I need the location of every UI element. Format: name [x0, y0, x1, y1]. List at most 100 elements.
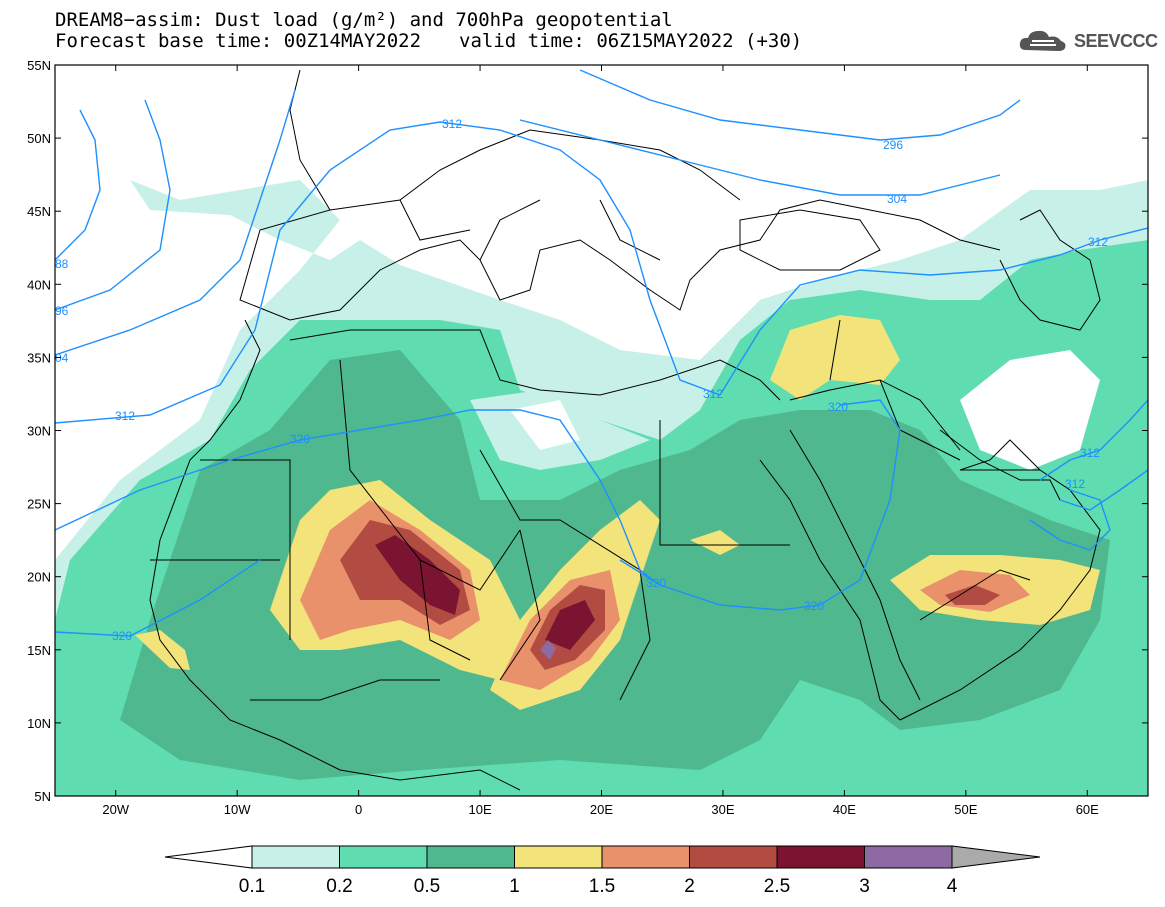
contour-label: 88 — [55, 257, 69, 271]
contour-label: 304 — [887, 192, 907, 206]
lat-label: 5N — [34, 789, 51, 804]
dust-layer-1-egypt — [690, 530, 740, 555]
contour-320-south — [55, 399, 901, 637]
contour-label: 04 — [55, 351, 69, 365]
borders-europe — [329, 129, 741, 261]
contour-label: 312 — [703, 387, 723, 401]
contour-296 — [579, 69, 1021, 141]
contour-label: 312 — [115, 409, 135, 423]
contour-label: 320 — [646, 576, 666, 590]
contour-304 — [519, 119, 1001, 196]
lon-label: 60E — [1076, 802, 1099, 817]
contour-312-east — [719, 227, 1148, 396]
contour-label: 96 — [55, 304, 69, 318]
colorbar-level-label: 0.5 — [414, 876, 440, 897]
dust-layer-2.5-west — [375, 535, 460, 615]
lon-label: 20E — [590, 802, 613, 817]
arabia-coast — [899, 439, 1101, 721]
lat-label: 25N — [27, 497, 51, 512]
lat-label: 15N — [27, 643, 51, 658]
axis-ticks — [55, 64, 1148, 797]
contour-label: 312 — [1080, 446, 1100, 460]
latitude-labels: 5N 10N 15N 20N 25N 30N 35N 40N 45N 50N 55N — [27, 58, 51, 804]
contour-312-west — [55, 329, 256, 424]
colorbar-level-label: 1 — [509, 876, 520, 897]
contour-296-west — [55, 99, 171, 311]
persian-gulf — [939, 429, 1061, 501]
colorbar-segment — [514, 845, 603, 869]
colorbar-level-label: 2.5 — [764, 876, 790, 897]
contour-320-mid — [470, 409, 661, 586]
caspian — [999, 209, 1101, 331]
colorbar — [164, 845, 1041, 869]
dust-layer-2-arabia — [945, 585, 1000, 605]
dust-layer-2.5-chad — [545, 600, 595, 650]
lat-label: 10N — [27, 716, 51, 731]
colorbar-segment — [864, 845, 953, 869]
lon-label: 20W — [102, 802, 129, 817]
colorbar-segment — [251, 845, 340, 869]
contour-312-north — [254, 121, 721, 396]
dust-layer-3-chad — [540, 640, 556, 660]
contour-label: 320 — [804, 599, 824, 613]
map-title: DREAM8−assim: Dust load (g/m²) and 700hP… — [55, 9, 673, 31]
dust-field — [55, 180, 1148, 796]
colorbar-level-label: 2 — [684, 876, 695, 897]
dust-gap-iran — [960, 350, 1100, 470]
colorbar-segment — [339, 845, 428, 869]
forecast-base-time: Forecast base time: 00Z14MAY2022 — [55, 30, 422, 52]
contour-labels: 312 296 304 312 88 96 04 312 320 312 320… — [55, 117, 1108, 643]
colorbar-segment — [601, 845, 690, 869]
lat-label: 30N — [27, 424, 51, 439]
lat-label: 50N — [27, 131, 51, 146]
contour-label: 296 — [883, 138, 903, 152]
contour-312-oman — [1029, 489, 1111, 551]
colorbar-segment — [689, 845, 778, 869]
colorbar-level-label: 1.5 — [589, 876, 615, 897]
lon-label: 40E — [833, 802, 856, 817]
colorbar-segment — [776, 845, 865, 869]
contour-304-west — [55, 89, 296, 356]
lat-label: 55N — [27, 58, 51, 73]
lat-label: 35N — [27, 350, 51, 365]
logo-text: SEEVCCC — [1074, 30, 1158, 51]
contour-312-gulf — [1039, 399, 1148, 511]
contour-label: 312 — [1088, 235, 1108, 249]
lon-label: 30E — [711, 802, 734, 817]
dust-layer-1-senegal — [135, 630, 190, 670]
valid-time: valid time: 06Z15MAY2022 (+30) — [459, 30, 803, 52]
cloud-logo-icon — [1019, 30, 1066, 51]
contour-label: 320 — [290, 432, 310, 446]
borders-africa — [150, 359, 790, 701]
contour-label: 312 — [1065, 477, 1085, 491]
africa-coast — [149, 319, 521, 791]
longitude-labels: 20W 10W 0 10E 20E 30E 40E 50E 60E — [102, 802, 1099, 817]
lon-label: 50E — [954, 802, 977, 817]
colorbar-upper-arrow — [951, 845, 1041, 869]
seevccc-logo: SEEVCCC — [1018, 28, 1158, 54]
lon-label: 10E — [468, 802, 491, 817]
dust-layer-1-syria — [770, 315, 900, 400]
contour-label: 320 — [828, 400, 848, 414]
red-sea — [759, 429, 921, 721]
black-sea — [739, 209, 881, 271]
med-south-coast — [289, 329, 781, 401]
colorbar-level-label: 3 — [859, 876, 870, 897]
lat-label: 40N — [27, 277, 51, 292]
lat-label: 20N — [27, 570, 51, 585]
europe-coast — [239, 69, 1001, 321]
lon-label: 0 — [355, 802, 362, 817]
colorbar-lower-arrow — [164, 845, 253, 869]
geopotential-contours — [55, 69, 1148, 637]
colorbar-segment — [426, 845, 515, 869]
colorbar-labels: 0.1 0.2 0.5 1 1.5 2 2.5 3 4 — [239, 876, 958, 897]
contour-label: 312 — [442, 117, 462, 131]
contour-320-west — [55, 409, 471, 531]
colorbar-level-label: 0.1 — [239, 876, 265, 897]
colorbar-level-label: 0.2 — [326, 876, 352, 897]
lat-label: 45N — [27, 204, 51, 219]
coastlines — [149, 69, 1101, 791]
contour-288 — [55, 109, 101, 261]
lon-label: 10W — [224, 802, 251, 817]
